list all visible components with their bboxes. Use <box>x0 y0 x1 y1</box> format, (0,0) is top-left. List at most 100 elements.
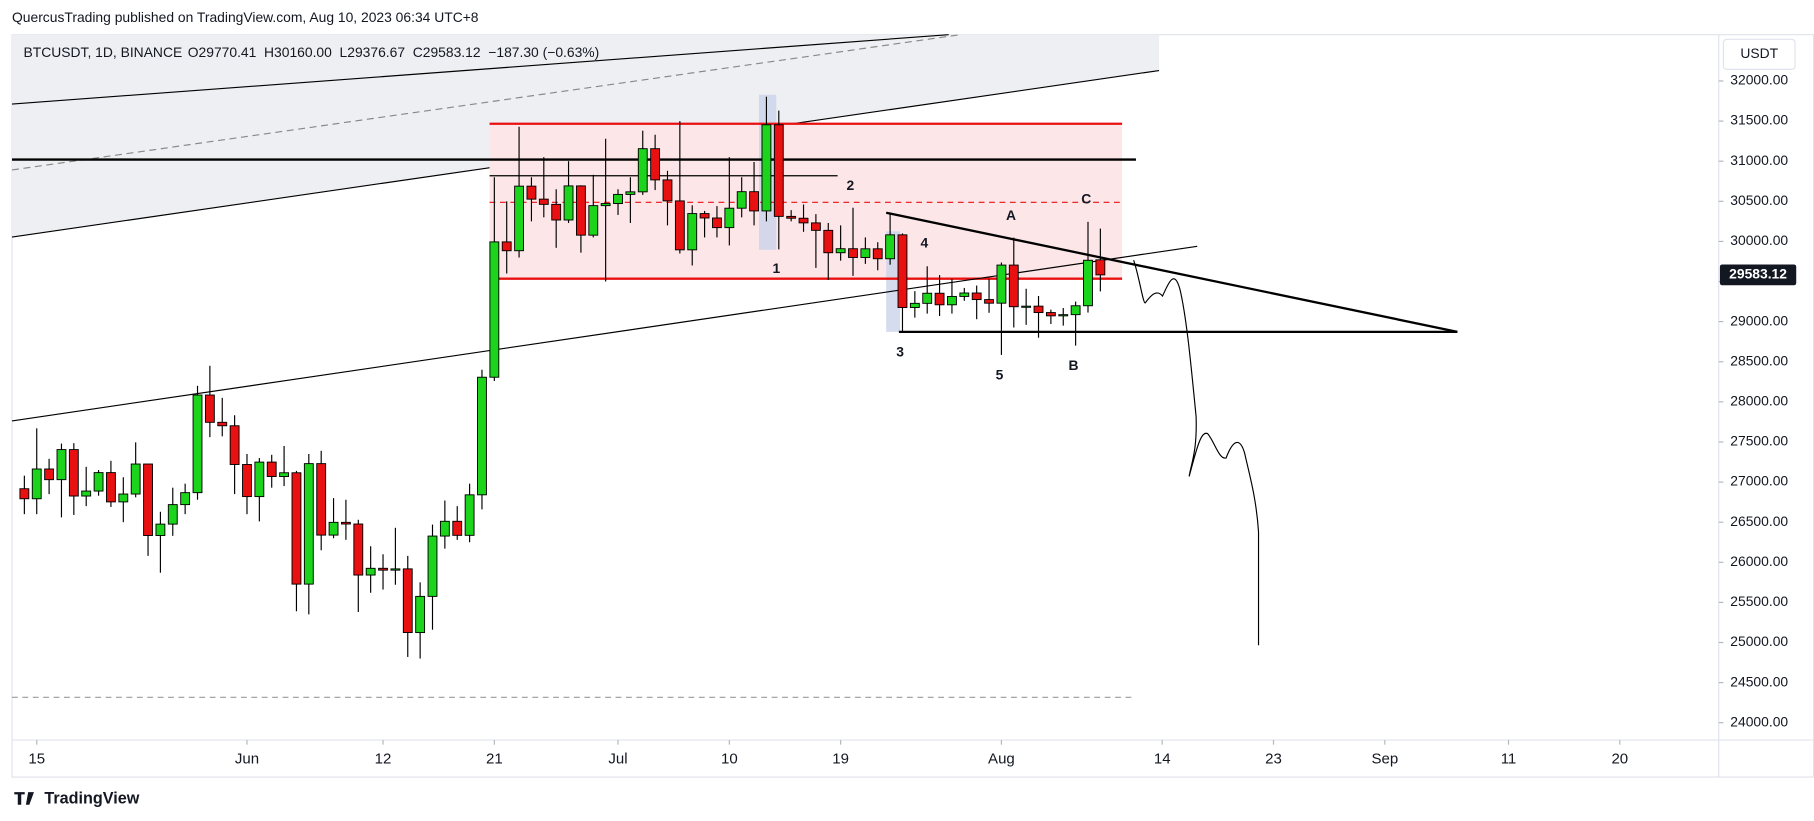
candle-body <box>749 191 759 212</box>
candle-body <box>390 568 401 571</box>
y-tick-label: 25000.00 <box>1730 633 1788 649</box>
logo-icon <box>14 792 34 805</box>
candle-body <box>242 464 252 498</box>
wave-label: 1 <box>772 260 780 276</box>
y-tick-label: 29000.00 <box>1730 312 1788 328</box>
candle-body <box>538 198 549 205</box>
candle-body <box>588 205 599 236</box>
candle-body <box>848 248 858 258</box>
wave-label: 3 <box>896 343 904 359</box>
candle-body <box>897 234 908 308</box>
candle-body <box>93 472 104 492</box>
x-tick-label: 23 <box>1265 751 1282 768</box>
range-box <box>489 123 1123 279</box>
currency-button[interactable] <box>1722 38 1796 70</box>
x-tick-label: Jun <box>235 751 259 768</box>
x-tick-label: 15 <box>28 751 45 768</box>
candle-body <box>106 472 116 503</box>
candle-body <box>439 520 450 537</box>
candle-body <box>217 421 228 427</box>
candle-body <box>56 449 67 481</box>
candle-body <box>687 213 698 251</box>
candle-body <box>254 461 265 498</box>
y-tick-label: 27000.00 <box>1730 473 1788 489</box>
candle-body <box>699 213 710 219</box>
channel-mid <box>11 34 961 171</box>
candle-body <box>637 148 648 193</box>
candle-body <box>291 472 302 585</box>
candle-body <box>1083 259 1093 307</box>
candle-body <box>563 185 574 221</box>
candle-body <box>118 493 129 503</box>
wave-label: 2 <box>846 177 854 193</box>
candle-body <box>959 292 970 297</box>
candle-body <box>365 567 376 576</box>
candle-body <box>872 248 883 260</box>
candle-body <box>786 215 797 219</box>
candle-body <box>650 148 661 181</box>
x-tick-label: 12 <box>375 751 392 768</box>
y-tick-label: 25500.00 <box>1730 593 1788 609</box>
last-price-box <box>1719 264 1797 286</box>
x-tick-label: 10 <box>721 751 738 768</box>
legend-symbol: BTCUSDT, 1D, BINANCE <box>24 44 183 60</box>
y-tick-label: 27500.00 <box>1730 433 1788 449</box>
candle-body <box>1033 305 1044 314</box>
candle-body <box>44 468 55 481</box>
candle-body <box>835 248 846 254</box>
y-tick-label: 31500.00 <box>1730 112 1788 128</box>
triangle-top <box>885 211 1458 334</box>
y-tick-label: 30000.00 <box>1730 232 1788 248</box>
logo: TradingView <box>44 789 139 807</box>
candle-body <box>860 248 871 258</box>
candle-body <box>378 567 388 571</box>
channel-top <box>11 34 949 105</box>
x-tick-label: Jul <box>608 751 627 768</box>
candle-body <box>712 217 722 229</box>
candle-body <box>514 185 524 252</box>
legend-ohlc: O29770.41 H30160.00 L29376.67 C29583.12 … <box>188 44 600 60</box>
candle-body <box>19 488 30 500</box>
wave-label: B <box>1069 357 1079 373</box>
y-tick-label: 32000.00 <box>1730 72 1788 88</box>
candle-body <box>415 595 426 634</box>
candle-body <box>1058 314 1069 317</box>
candle-body <box>798 217 809 224</box>
candle-body <box>773 124 784 217</box>
y-tick-label: 28500.00 <box>1730 352 1788 368</box>
candle-body <box>353 523 364 576</box>
candle-body <box>724 207 735 229</box>
candle-body <box>934 292 945 306</box>
candle-body <box>1070 305 1081 316</box>
candle-body <box>1021 305 1032 308</box>
candle-body <box>303 463 314 585</box>
candle-body <box>600 203 611 207</box>
candle-body <box>341 521 351 525</box>
candle-body <box>662 179 673 202</box>
x-tick-label: 19 <box>832 751 849 768</box>
candle-body <box>922 292 933 304</box>
x-tick-label: 20 <box>1611 751 1628 768</box>
candle-body <box>613 193 623 205</box>
currency[interactable]: USDT <box>1740 45 1778 61</box>
candle-body <box>130 463 141 495</box>
candle-body <box>526 185 537 200</box>
candle-body <box>155 523 166 536</box>
candle-body <box>885 234 896 260</box>
candle-body <box>909 302 920 308</box>
y-tick-label: 24000.00 <box>1730 713 1788 729</box>
candle-body <box>575 185 586 236</box>
wave-label: 5 <box>996 366 1004 382</box>
candle-body <box>167 504 178 525</box>
candle-body <box>427 535 438 597</box>
candle-body <box>1095 259 1106 276</box>
candle-body <box>823 229 834 254</box>
x-tick-label: Sep <box>1371 751 1398 768</box>
candle-body <box>31 468 42 500</box>
projection-path <box>1133 259 1260 646</box>
wave-label: A <box>1006 207 1016 223</box>
candle-body <box>736 191 747 209</box>
y-tick-label: 26500.00 <box>1730 513 1788 529</box>
